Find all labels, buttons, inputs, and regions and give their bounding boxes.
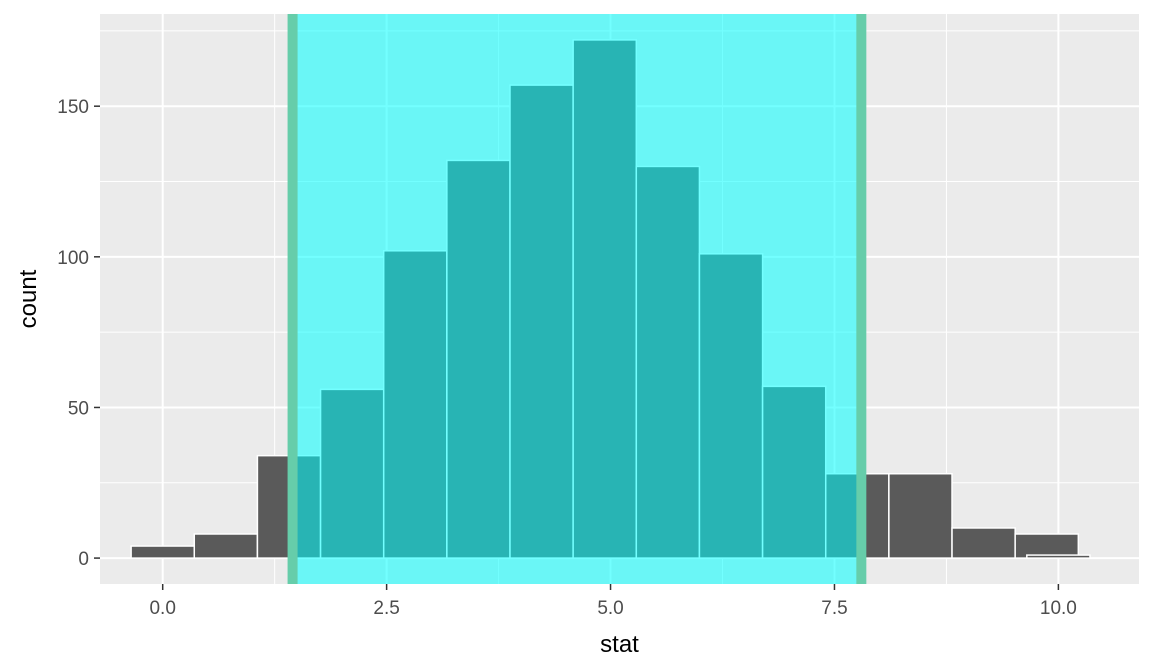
y-axis-title: count (15, 269, 42, 328)
y-tick-label: 150 (57, 97, 89, 118)
histogram-bar (951, 527, 1016, 559)
histogram-bar (1026, 554, 1091, 559)
x-tick-labels: 0.0 2.5 5.0 7.5 10.0 (149, 598, 1076, 619)
x-tick-label: 2.5 (373, 598, 399, 619)
x-tick-label: 10.0 (1040, 598, 1077, 619)
y-tick-labels: 0 50 100 150 (57, 97, 89, 570)
y-tick-label: 50 (68, 398, 89, 419)
histogram-bar (888, 472, 953, 559)
x-tick-label: 7.5 (821, 598, 847, 619)
y-tick-label: 0 (78, 549, 89, 570)
x-tick-label: 5.0 (597, 598, 623, 619)
y-tick-label: 100 (57, 248, 89, 269)
histogram-bar (193, 533, 259, 559)
shaded-interval-area (292, 14, 862, 584)
axis-ticks (94, 105, 1060, 590)
x-tick-label: 0.0 (149, 598, 175, 619)
x-axis-title: stat (600, 631, 639, 658)
histogram-bar (130, 545, 196, 559)
confidence-shade (287, 14, 867, 584)
